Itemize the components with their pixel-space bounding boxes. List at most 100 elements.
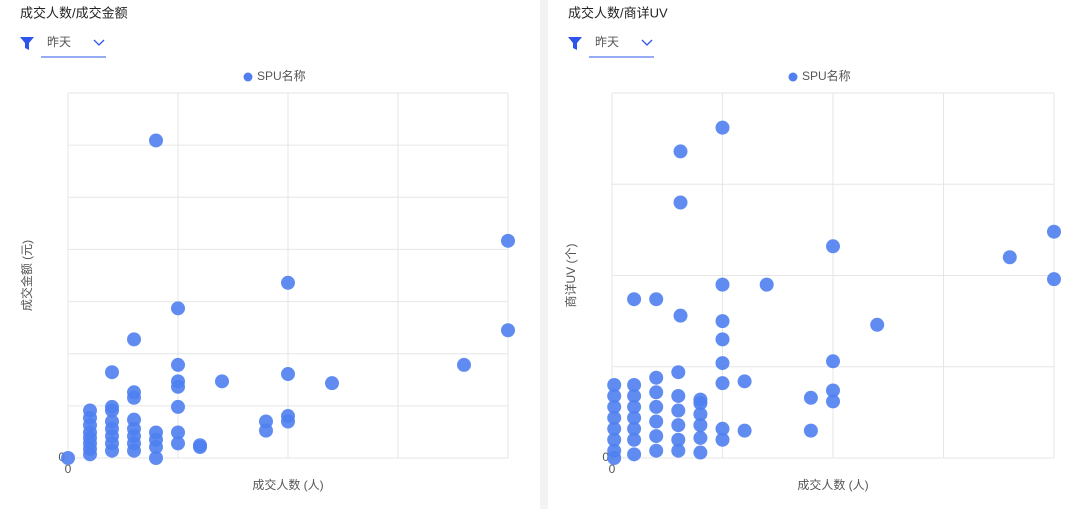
point <box>693 396 708 411</box>
point <box>693 407 708 422</box>
point <box>671 403 686 418</box>
legend-marker <box>788 72 798 82</box>
point <box>607 378 622 392</box>
point <box>501 233 515 248</box>
point <box>105 403 119 418</box>
x-axis-label: 成交人数 (人) <box>252 477 323 492</box>
x-tick-label: 0 <box>609 462 616 476</box>
point <box>171 425 185 440</box>
point <box>281 414 295 429</box>
point <box>715 314 730 329</box>
point <box>607 421 622 436</box>
point <box>671 418 686 433</box>
point <box>673 308 688 323</box>
point <box>649 414 664 429</box>
point <box>607 432 622 447</box>
point <box>215 374 229 389</box>
filter-icon <box>568 37 582 50</box>
point <box>715 376 730 391</box>
point <box>607 451 622 465</box>
point <box>105 365 119 380</box>
point <box>325 376 339 391</box>
legend-label: SPU名称 <box>257 68 306 83</box>
y-axis-label: 商详UV (个) <box>563 243 578 307</box>
point <box>715 432 730 447</box>
point <box>715 421 730 436</box>
legend-label: SPU名称 <box>802 68 851 83</box>
chart-title: 成交人数/商详UV <box>568 5 668 20</box>
point <box>627 292 642 307</box>
point <box>127 332 141 347</box>
point <box>281 275 295 290</box>
point <box>803 423 818 438</box>
x-tick-label: 0 <box>65 462 72 476</box>
point <box>149 133 163 148</box>
point <box>671 443 686 458</box>
point <box>1047 224 1061 239</box>
point <box>193 440 207 455</box>
point <box>1047 272 1061 287</box>
point <box>673 144 688 159</box>
point <box>671 388 686 403</box>
point <box>83 447 97 462</box>
point <box>171 399 185 414</box>
point <box>715 356 730 371</box>
point <box>737 423 752 438</box>
point <box>693 445 708 460</box>
point <box>171 357 185 372</box>
y-tick-label: 0 <box>602 450 609 464</box>
point <box>649 443 664 458</box>
point <box>737 374 752 389</box>
dropdown-arrow[interactable] <box>93 39 105 46</box>
point <box>649 429 664 444</box>
point <box>649 385 664 400</box>
point <box>627 432 642 447</box>
point <box>673 195 688 210</box>
chart-title: 成交人数/成交金额 <box>20 5 128 20</box>
point <box>127 443 141 458</box>
point <box>715 332 730 347</box>
x-axis-label: 成交人数 (人) <box>797 477 868 492</box>
point <box>649 292 664 307</box>
point <box>649 370 664 385</box>
point <box>259 423 273 438</box>
point <box>715 277 730 292</box>
point <box>171 301 185 316</box>
point <box>105 443 119 458</box>
point <box>281 367 295 382</box>
point <box>649 399 664 414</box>
point <box>759 277 774 292</box>
point <box>627 410 642 425</box>
point <box>826 239 840 254</box>
point <box>671 432 686 447</box>
dropdown-arrow[interactable] <box>641 39 653 46</box>
filter-icon <box>20 37 34 50</box>
point <box>607 399 622 414</box>
point <box>826 394 840 409</box>
point <box>627 421 642 436</box>
point <box>171 379 185 394</box>
point <box>127 390 141 405</box>
point <box>501 323 515 338</box>
point <box>826 383 840 398</box>
point <box>671 365 686 380</box>
point <box>1002 250 1017 265</box>
point <box>627 399 642 414</box>
point <box>693 430 708 445</box>
filter-value[interactable]: 昨天 <box>595 35 619 49</box>
point <box>693 418 708 433</box>
point <box>826 354 840 369</box>
legend-marker <box>243 72 253 82</box>
point <box>607 388 622 403</box>
point <box>627 378 642 392</box>
point <box>607 410 622 425</box>
point <box>870 317 885 332</box>
point <box>149 451 163 465</box>
point <box>715 120 730 135</box>
point <box>61 451 75 465</box>
y-axis-label: 成交金额 (元) <box>19 240 34 311</box>
point <box>627 447 642 462</box>
point <box>457 357 471 372</box>
filter-value[interactable]: 昨天 <box>47 35 71 49</box>
